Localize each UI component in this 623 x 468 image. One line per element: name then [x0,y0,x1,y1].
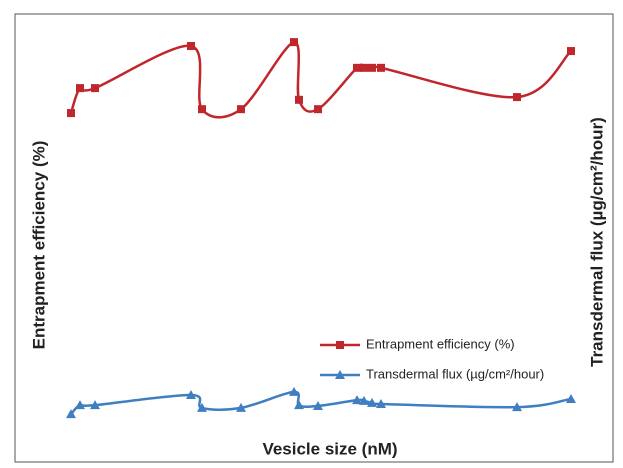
data-point [197,402,207,412]
data-point [566,393,576,403]
data-point [295,95,303,104]
data-point [513,93,521,102]
data-point [359,395,369,405]
legend-label: Entrapment efficiency (%) [366,336,515,351]
data-point [67,109,75,118]
data-point [314,105,322,114]
y2-axis-title: Transdermal flux (µg/cm²/hour) [587,117,606,367]
legend-label: Transdermal flux (µg/cm²/hour) [366,366,544,381]
chart-frame [14,13,614,463]
legend-marker [336,341,344,349]
x-axis-title: Vesicle size (nM) [262,439,397,458]
data-point [352,395,362,405]
data-point [368,63,376,72]
data-point [236,402,246,412]
data-point [76,84,84,93]
legend-marker [335,370,345,379]
data-point [91,84,99,93]
data-point [567,47,575,56]
data-point [66,409,76,419]
data-point [313,400,323,410]
data-point [294,400,304,410]
data-point [360,63,368,72]
data-point [377,63,385,72]
data-point [237,105,245,114]
series-line [70,390,572,416]
data-point [187,41,195,50]
data-point [186,390,196,400]
data-point [198,105,206,114]
data-point [90,400,100,410]
data-point [512,402,522,412]
data-point [353,63,361,72]
data-point [75,400,85,410]
data-point [367,397,377,407]
data-point [289,386,299,396]
data-point [376,399,386,409]
data-point [290,38,298,47]
y-axis-title: Entrapment efficiency (%) [29,141,48,350]
